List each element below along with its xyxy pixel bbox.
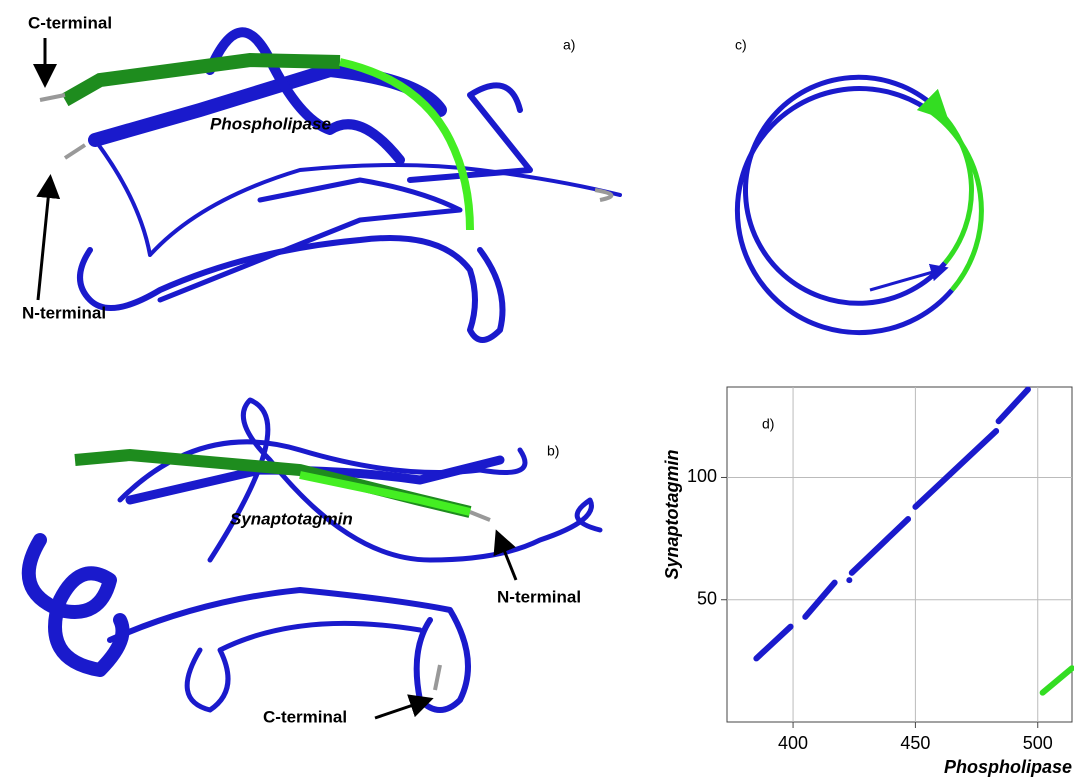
x-axis-label: Phospholipase	[944, 757, 1072, 777]
series-line	[912, 428, 1000, 510]
panel-label: d)	[762, 416, 774, 432]
x-tick-label: 500	[1023, 733, 1053, 753]
n-terminal-label: N-terminal	[497, 587, 581, 606]
protein-b	[21, 397, 603, 713]
protein-a	[39, 27, 622, 343]
arrow	[374, 694, 434, 720]
protein-name: Synaptotagmin	[230, 509, 353, 528]
protein-name: Phospholipase	[210, 114, 331, 133]
series-line	[1039, 665, 1074, 696]
y-tick-label: 100	[687, 466, 717, 486]
panel-label: a)	[563, 37, 575, 53]
x-tick-label: 450	[900, 733, 930, 753]
series-line	[802, 579, 838, 620]
panel-label: b)	[547, 443, 559, 459]
x-tick-label: 400	[778, 733, 808, 753]
series-line	[995, 386, 1031, 425]
y-tick-label: 50	[697, 588, 717, 608]
dot-plot: 400 450 500 50 100 Phospholipase Synaptotagmin…	[662, 386, 1074, 777]
plot-frame	[726, 386, 1073, 723]
series-line	[753, 623, 794, 662]
arrow	[36, 174, 61, 301]
permutation-circle	[734, 74, 984, 335]
c-terminal-label: C-terminal	[263, 707, 347, 726]
series-line	[848, 516, 912, 576]
c-terminal-label: C-terminal	[28, 13, 112, 32]
arrow	[493, 529, 518, 581]
y-axis-label: Synaptotagmin	[662, 449, 682, 579]
panel-label: c)	[735, 37, 747, 53]
n-terminal-label: N-terminal	[22, 303, 106, 322]
